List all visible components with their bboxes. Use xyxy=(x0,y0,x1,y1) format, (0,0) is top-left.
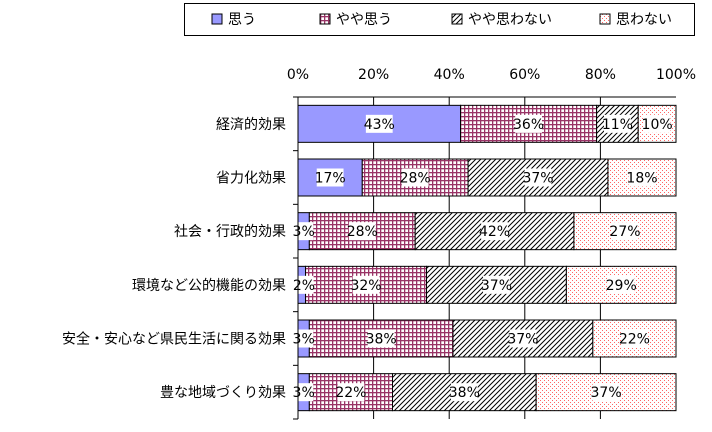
data-label-bg-3-3 xyxy=(481,222,508,241)
data-label-bg-2-2 xyxy=(401,168,429,187)
data-label-1-1: 43% xyxy=(364,117,395,133)
data-label-bg-2-1 xyxy=(316,168,344,187)
data-label-bg-4-4 xyxy=(607,275,635,294)
grid xyxy=(373,97,601,419)
data-label-bg-2-4 xyxy=(628,168,656,187)
legend-label-3: やや思わない xyxy=(468,12,552,28)
bar-segment-1-2 xyxy=(460,104,598,143)
category-label-4: 環境など公的機能の効果 xyxy=(132,278,286,294)
x-tick-label-2: 40% xyxy=(434,67,465,83)
data-label-bg-1-2 xyxy=(515,114,542,133)
data-label-2-2: 28% xyxy=(400,171,431,187)
data-label-bg-6-1 xyxy=(294,383,314,402)
axes: 0% 20% 40% 60% 80% 100% 経済的効果省力化効果社会・行政的効果環境など… xyxy=(62,67,696,420)
data-label-3-4: 27% xyxy=(609,224,640,240)
data-label-bg-3-4 xyxy=(611,222,639,241)
category-label-3: 社会・行政的効果 xyxy=(174,224,286,240)
data-label-bg-5-4 xyxy=(621,329,648,348)
data-label-bg-6-3 xyxy=(450,383,478,402)
x-tick-label-0: 0% xyxy=(287,67,309,83)
x-tick-label-4: 80% xyxy=(585,67,616,83)
category-label-6: 豊な地域づくり効果 xyxy=(160,385,286,401)
data-label-bg-5-1 xyxy=(294,329,314,348)
data-label-bg-4-2 xyxy=(352,275,380,294)
legend-swatch-1 xyxy=(211,13,223,25)
data-label-6-4: 37% xyxy=(591,385,622,401)
data-label-4-1: 2% xyxy=(293,278,315,294)
legend-label-2: やや思う xyxy=(336,12,392,28)
data-label-bg-6-2 xyxy=(337,383,365,402)
data-label-5-2: 38% xyxy=(366,332,397,348)
data-label-bg-1-4 xyxy=(643,114,671,133)
data-label-6-1: 3% xyxy=(293,385,315,401)
data-label-bg-1-3 xyxy=(604,114,631,133)
data-label-3-2: 28% xyxy=(347,224,378,240)
data-label-1-2: 36% xyxy=(513,117,544,133)
data-label-bg-5-2 xyxy=(367,329,395,348)
data-label-bg-3-2 xyxy=(348,222,376,241)
category-label-5: 安全・安心など県民生活に関る効果 xyxy=(62,331,286,348)
data-label-6-2: 22% xyxy=(335,385,366,401)
data-label-5-3: 37% xyxy=(507,332,538,348)
x-tick-label-3: 60% xyxy=(509,67,540,83)
data-label-5-4: 22% xyxy=(619,332,650,348)
legend-label-1: 思う xyxy=(228,12,256,28)
x-tick-label-1: 20% xyxy=(358,67,389,83)
x-tick-label-5: 100% xyxy=(656,67,696,83)
data-label-2-1: 17% xyxy=(315,171,346,187)
data-label-2-4: 18% xyxy=(626,171,657,187)
category-label-2: 省力化効果 xyxy=(216,171,286,187)
data-label-3-1: 3% xyxy=(293,224,315,240)
bars: 43% 36% 11% 10% 17% 28% 37% 18% 3% 28% 42% 27% 2% 32%… xyxy=(293,104,677,412)
data-label-bg-3-1 xyxy=(294,222,314,241)
data-label-bg-4-3 xyxy=(483,275,510,294)
legend-swatch-4 xyxy=(599,13,611,25)
category-label-1: 経済的効果 xyxy=(216,117,286,133)
legend: 思う やや思う やや思わない 思わない xyxy=(184,3,695,36)
legend-swatch-2 xyxy=(319,13,331,25)
data-label-bg-1-1 xyxy=(365,114,393,133)
data-label-bg-2-3 xyxy=(524,168,552,187)
data-label-2-3: 37% xyxy=(522,171,553,187)
data-label-3-3: 42% xyxy=(479,224,510,240)
bar-segment-2-3 xyxy=(467,158,609,197)
data-label-1-4: 10% xyxy=(642,117,673,133)
data-label-4-3: 37% xyxy=(481,278,512,294)
legend-label-4: 思わない xyxy=(616,12,672,28)
data-label-4-4: 29% xyxy=(606,278,637,294)
legend-swatch-3 xyxy=(451,13,463,25)
data-label-6-3: 38% xyxy=(449,385,480,401)
data-label-4-2: 32% xyxy=(350,278,381,294)
data-label-1-3: 11% xyxy=(602,117,633,133)
data-label-bg-4-1 xyxy=(294,275,314,294)
data-label-bg-6-4 xyxy=(592,383,620,402)
data-label-5-1: 3% xyxy=(293,332,315,348)
data-label-bg-5-3 xyxy=(509,329,537,348)
